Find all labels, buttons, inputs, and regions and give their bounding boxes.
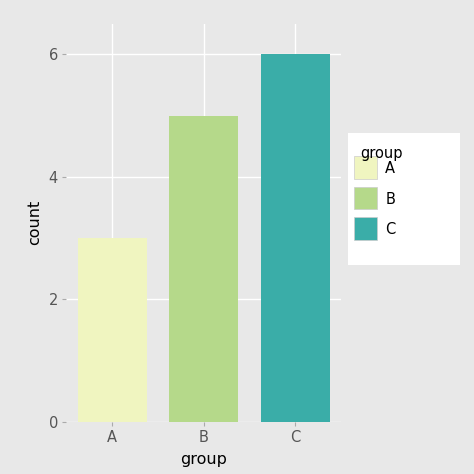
Bar: [169, 116, 238, 422]
Bar: [261, 55, 330, 422]
Text: C: C: [385, 222, 396, 237]
Y-axis label: count: count: [27, 200, 42, 246]
Text: B: B: [385, 191, 395, 207]
Bar: [78, 238, 146, 422]
Text: A: A: [385, 161, 395, 176]
Text: group: group: [360, 146, 403, 161]
X-axis label: group: group: [181, 452, 227, 467]
